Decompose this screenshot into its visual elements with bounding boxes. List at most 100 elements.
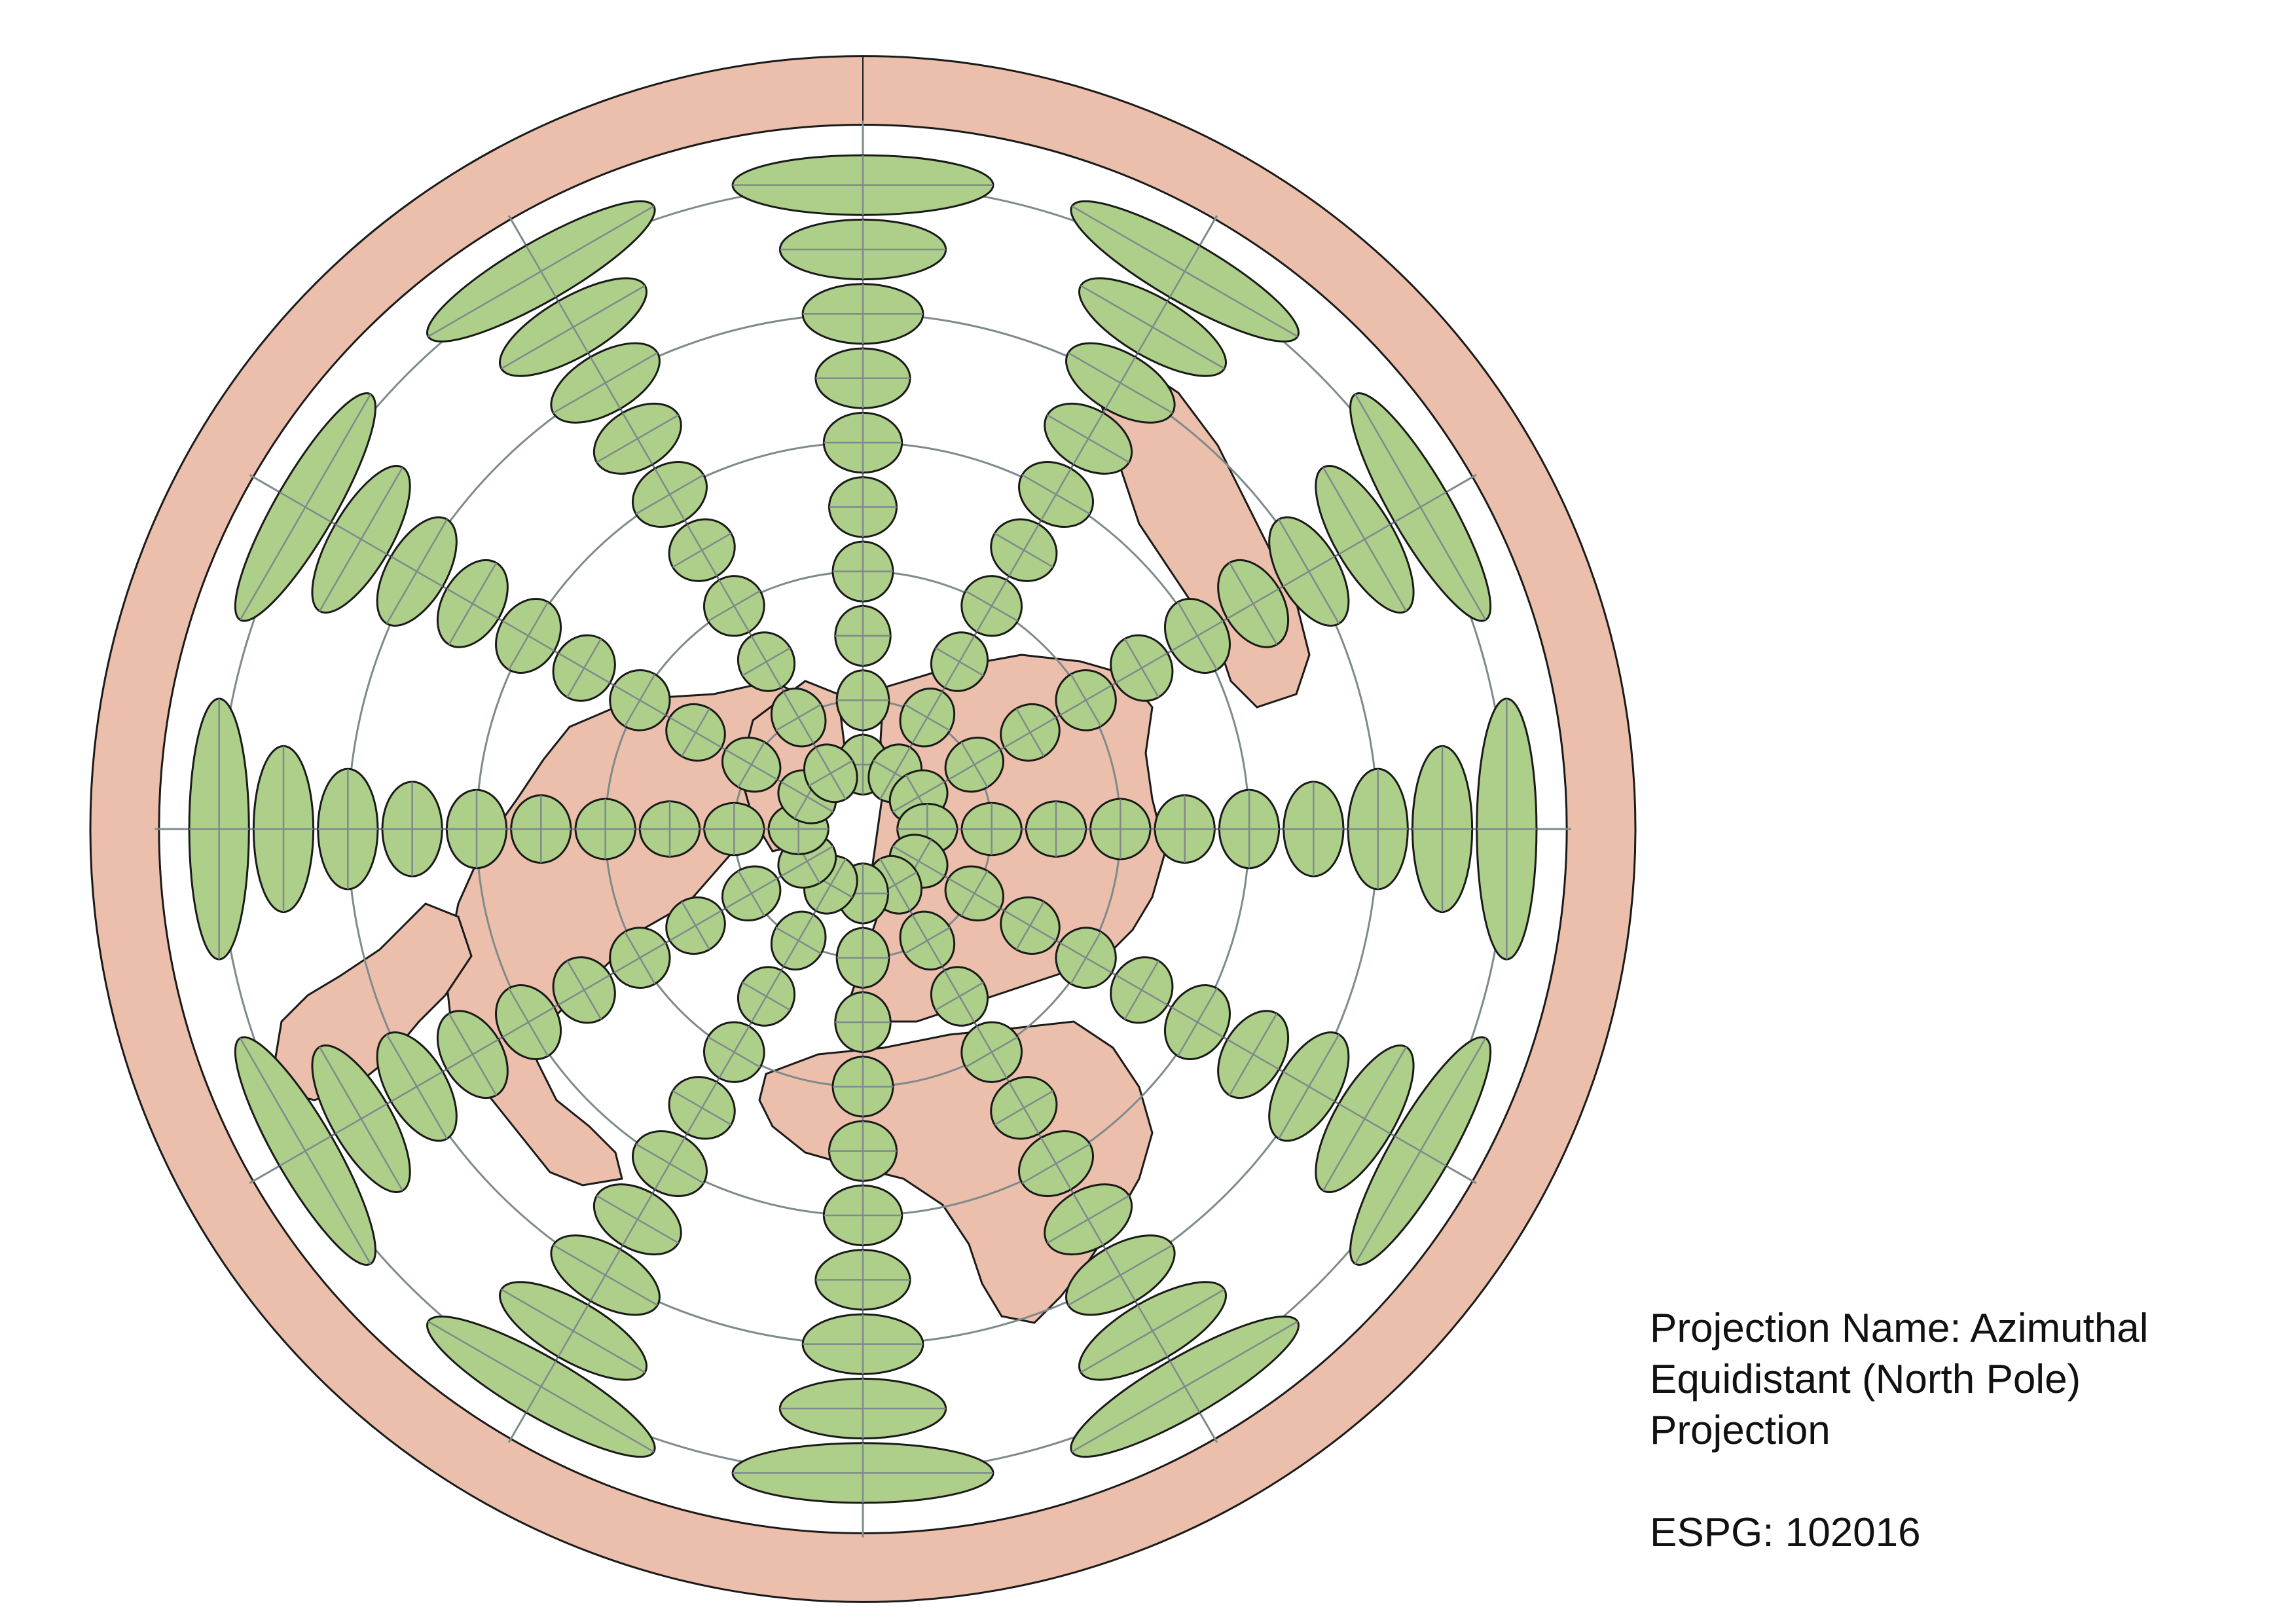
tissot-ellipse — [234, 392, 376, 622]
tissot-ellipse — [835, 927, 890, 989]
tissot-axis-meridian — [1394, 1135, 1447, 1167]
tissot-ellipse — [381, 781, 443, 877]
tissot-ellipse — [721, 865, 782, 922]
tissot-axis-meridian — [654, 1137, 685, 1190]
tissot-ellipse — [1349, 1036, 1492, 1266]
tissot-ellipse — [317, 767, 379, 891]
tissot-ellipse — [376, 516, 458, 627]
tissot-axis-meridian — [279, 491, 332, 523]
tissot-ellipse — [1217, 559, 1290, 648]
tissot-axis-meridian — [725, 877, 778, 910]
tissot-axis-meridian — [1040, 468, 1072, 521]
tissot-axis-meridian — [879, 747, 911, 800]
tissot-ellipse — [1476, 697, 1538, 961]
tissot-axis-meridian — [446, 587, 500, 619]
tissot-ellipse — [801, 283, 924, 345]
tissot-ellipse — [944, 865, 1005, 922]
tissot-ellipse — [311, 1044, 411, 1194]
tissot-ellipse — [960, 802, 1023, 857]
tissot-ellipse — [1218, 788, 1281, 870]
tissot-axis-meridian — [1115, 652, 1168, 684]
tissot-axis-meridian — [892, 845, 945, 877]
tissot-ellipse — [1217, 1010, 1290, 1099]
tissot-ellipse — [778, 1377, 947, 1440]
tissot-ellipse — [1163, 598, 1231, 674]
tissot-ellipse — [731, 1442, 994, 1504]
tissot-indicatrices — [188, 154, 1538, 1504]
tissot-ellipse — [426, 1316, 656, 1458]
tissot-axis-meridian — [446, 1039, 500, 1071]
tissot-ellipse — [1349, 392, 1492, 622]
tissot-axis-meridian — [1169, 1360, 1201, 1413]
tissot-axis-meridian — [335, 1103, 388, 1135]
tissot-axis-meridian — [725, 748, 778, 781]
tissot-ellipse — [801, 1313, 924, 1375]
tissot-axis-meridian — [390, 555, 443, 587]
tissot-axis-meridian — [557, 1304, 589, 1357]
tissot-axis-meridian — [669, 716, 722, 748]
tissot-axis-meridian — [943, 970, 975, 1023]
tissot-axis-meridian — [1338, 1103, 1391, 1135]
tissot-axis-meridian — [1008, 1081, 1040, 1134]
tissot-ellipse — [828, 1120, 898, 1182]
tissot-ellipse — [1000, 703, 1061, 762]
tissot-axis-meridian — [686, 524, 718, 577]
tissot-ellipse — [1000, 896, 1061, 955]
tissot-axis-meridian — [1072, 412, 1104, 466]
tissot-axis-meridian — [814, 858, 847, 912]
tissot-axis-meridian — [879, 858, 911, 912]
tissot-ellipse — [1163, 984, 1231, 1060]
tissot-axis-meridian — [1004, 910, 1057, 942]
tissot-ellipse — [498, 1281, 648, 1381]
tissot-axis-meridian — [911, 691, 943, 744]
tissot-axis-meridian — [1059, 942, 1112, 974]
tissot-axis-meridian — [686, 1081, 718, 1134]
tissot-ellipse — [803, 743, 858, 803]
tissot-ellipse — [1411, 745, 1474, 913]
tissot-axis-meridian — [1059, 684, 1112, 716]
tissot-axis-meridian — [558, 974, 611, 1006]
tissot-ellipse — [737, 966, 796, 1027]
tissot-ellipse — [252, 745, 315, 913]
tissot-ellipse — [668, 1076, 736, 1140]
tissot-ellipse — [822, 1184, 903, 1247]
tissot-ellipse — [1089, 798, 1152, 860]
tissot-axis-meridian — [780, 781, 833, 813]
tissot-axis-meridian — [943, 635, 975, 688]
tissot-axis-meridian — [1008, 524, 1040, 577]
tissot-axis-meridian — [558, 652, 611, 684]
tissot-axis-meridian — [501, 620, 555, 652]
tissot-ellipse — [609, 669, 671, 731]
tissot-ellipse — [609, 927, 671, 989]
tissot-ellipse — [814, 347, 911, 409]
tissot-axis-meridian — [279, 1135, 332, 1167]
tissot-ellipse — [550, 1234, 661, 1316]
tissot-ellipse — [592, 402, 682, 475]
tissot-ellipse — [498, 277, 648, 377]
tissot-axis-meridian — [1226, 587, 1280, 619]
tissot-ellipse — [495, 984, 562, 1060]
tissot-ellipse — [592, 1183, 682, 1256]
tissot-axis-meridian — [669, 910, 722, 942]
tissot-ellipse — [495, 598, 562, 674]
tissot-ellipse — [552, 956, 616, 1024]
tissot-axis-meridian — [782, 691, 814, 744]
tissot-ellipse — [834, 991, 892, 1054]
tissot-ellipse — [1018, 1130, 1094, 1197]
tissot-ellipse — [703, 802, 765, 857]
tissot-ellipse — [737, 631, 796, 692]
tissot-ellipse — [702, 575, 765, 637]
tissot-ellipse — [1065, 1234, 1176, 1316]
tissot-axis-meridian — [1283, 555, 1336, 587]
tissot-ellipse — [1055, 927, 1117, 989]
tissot-axis-meridian — [1137, 1304, 1169, 1357]
tissot-axis-meridian — [1394, 491, 1447, 523]
tissot-axis-meridian — [1004, 716, 1057, 748]
tissot-axis-meridian — [1171, 620, 1224, 652]
tissot-ellipse — [770, 687, 827, 748]
tissot-ellipse — [510, 794, 572, 864]
tissot-axis-meridian — [525, 245, 557, 298]
tissot-axis-meridian — [654, 468, 685, 521]
tissot-ellipse — [632, 461, 708, 528]
tissot-axis-meridian — [1283, 1071, 1336, 1103]
